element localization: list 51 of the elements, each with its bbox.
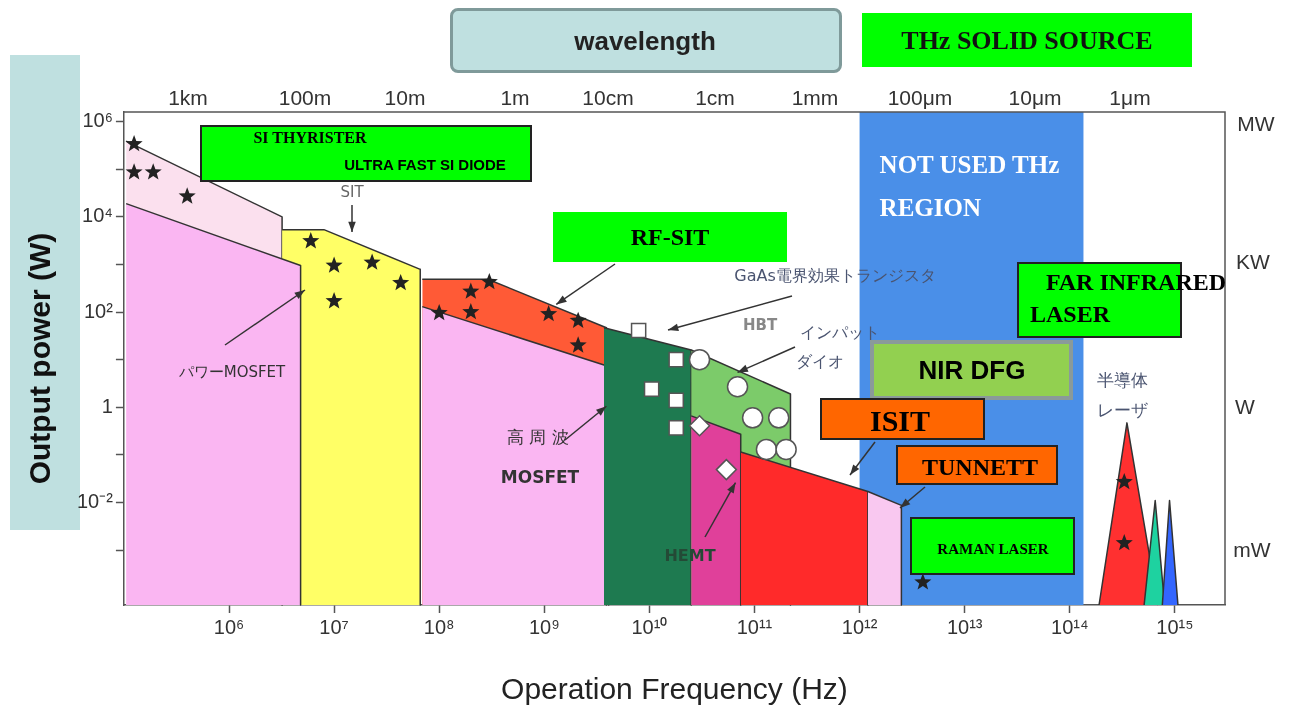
annotation: HBT (742, 316, 778, 334)
x-tick-label: 10⁹ (528, 615, 560, 638)
text: KW (1236, 250, 1270, 274)
x-tick-label: 10¹² (841, 615, 878, 638)
annotation: ダイオ (796, 351, 844, 373)
text: wavelength (574, 25, 716, 57)
text: MW (1237, 112, 1275, 136)
text: 1μm (1109, 86, 1151, 110)
text: 1m (500, 86, 530, 110)
annotation: 高 周 波 (507, 425, 569, 449)
x-tick-label: 10⁷ (319, 615, 349, 638)
text: THz SOLID SOURCE (901, 26, 1153, 56)
x-tick-label: 10⁸ (423, 615, 455, 638)
x-tick-label: 10¹⁴ (1051, 615, 1089, 638)
y-tick-label: 10⁴ (82, 204, 113, 227)
band-label: NOT USED THz REGION (879, 151, 1060, 222)
text: 10μm (1008, 86, 1062, 110)
y-tick-label: 10² (84, 299, 114, 322)
text: 1km (168, 86, 208, 110)
y-tick-label: 1 (101, 394, 113, 417)
annotation: SIT (340, 183, 364, 201)
text: mW (1233, 538, 1271, 562)
annotation: 半導体 (1096, 368, 1148, 392)
annotation: ISIT (869, 404, 931, 438)
annotation: パワーMOSFET (178, 362, 286, 382)
annotation: MOSFET (500, 467, 580, 487)
text: 100m (278, 86, 332, 110)
annotation: LASER (1029, 300, 1111, 328)
text: 10cm (582, 86, 634, 110)
text: W (1235, 395, 1255, 419)
annotation: TUNNETT (921, 453, 1039, 481)
annotation: SI THYRISTER (253, 129, 367, 147)
annotation: HEMT (664, 545, 716, 565)
annotation: RAMAN LASER (937, 540, 1049, 558)
text: 1mm (791, 86, 839, 110)
x-tick-label: 10¹¹ (736, 615, 773, 638)
x-tick-label: 10¹⁵ (1156, 615, 1194, 638)
x-axis-title: Operation Frequency (Hz) (501, 672, 848, 706)
annotation: ULTRA FAST SI DIODE (344, 155, 506, 173)
annotation: RF-SIT (630, 223, 710, 251)
text: 10m (384, 86, 426, 110)
x-tick-label: 10¹³ (946, 615, 983, 638)
y-tick-label: 10⁶ (82, 109, 113, 132)
annotation: NIR DFG (918, 354, 1026, 386)
y-tick-label: 10⁻² (77, 489, 114, 512)
annotation: レーザ (1096, 398, 1148, 422)
x-tick-label: 10⁶ (213, 615, 245, 638)
x-tick-label: 10¹⁰ (631, 615, 668, 638)
text: 1cm (695, 86, 735, 110)
y-axis-title: Output power (W) (23, 232, 57, 485)
text: 100μm (887, 86, 953, 110)
